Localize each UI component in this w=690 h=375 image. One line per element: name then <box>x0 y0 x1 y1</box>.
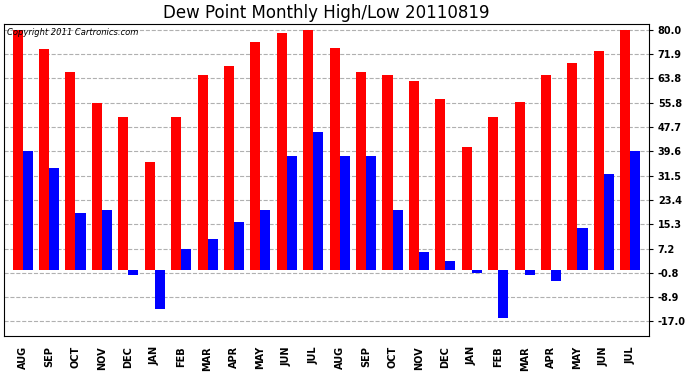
Bar <box>303 30 313 270</box>
Bar <box>287 156 297 270</box>
Title: Dew Point Monthly High/Low 20110819: Dew Point Monthly High/Low 20110819 <box>164 4 490 22</box>
Bar <box>498 270 509 318</box>
Bar <box>208 239 217 270</box>
Bar <box>145 162 155 270</box>
Bar <box>551 270 561 281</box>
Bar <box>541 75 551 270</box>
Bar <box>630 151 640 270</box>
Bar <box>620 30 630 270</box>
Bar <box>171 117 181 270</box>
Bar <box>488 117 498 270</box>
Bar <box>366 156 376 270</box>
Bar <box>181 249 191 270</box>
Bar <box>419 252 429 270</box>
Bar <box>409 81 419 270</box>
Bar <box>382 75 393 270</box>
Bar <box>234 222 244 270</box>
Bar <box>102 210 112 270</box>
Bar <box>578 228 587 270</box>
Bar <box>313 132 324 270</box>
Bar <box>435 99 445 270</box>
Bar <box>197 75 208 270</box>
Bar <box>155 270 165 309</box>
Bar <box>594 51 604 270</box>
Bar <box>224 66 234 270</box>
Bar <box>260 210 270 270</box>
Bar <box>515 102 524 270</box>
Bar <box>445 261 455 270</box>
Bar <box>604 174 614 270</box>
Bar <box>462 147 472 270</box>
Bar <box>39 49 49 270</box>
Bar <box>277 33 287 270</box>
Bar <box>567 63 578 270</box>
Bar <box>330 48 339 270</box>
Bar <box>472 270 482 273</box>
Text: Copyright 2011 Cartronics.com: Copyright 2011 Cartronics.com <box>8 28 139 38</box>
Bar <box>12 30 23 270</box>
Bar <box>66 72 75 270</box>
Bar <box>339 156 350 270</box>
Bar <box>49 168 59 270</box>
Bar <box>356 72 366 270</box>
Bar <box>75 213 86 270</box>
Bar <box>250 42 260 270</box>
Bar <box>23 151 32 270</box>
Bar <box>92 102 102 270</box>
Bar <box>393 210 402 270</box>
Bar <box>118 117 128 270</box>
Bar <box>128 270 139 275</box>
Bar <box>524 270 535 275</box>
